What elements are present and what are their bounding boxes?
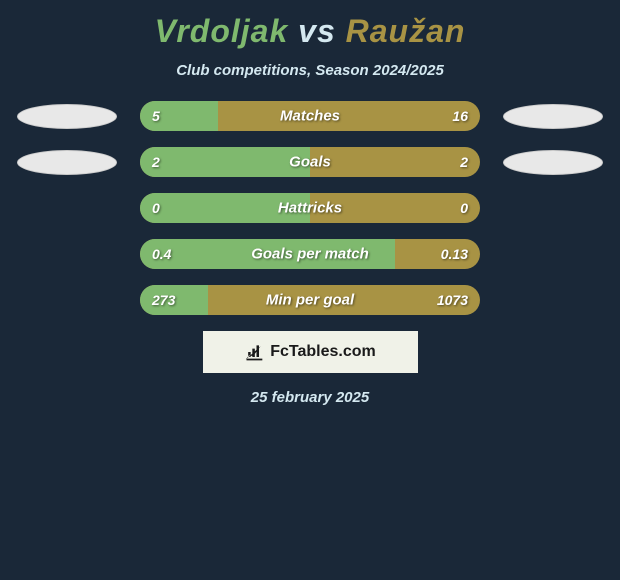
badge-wrap-left bbox=[12, 242, 122, 267]
player1-name: Vrdoljak bbox=[155, 13, 289, 49]
badge-wrap-right bbox=[498, 242, 608, 267]
subtitle: Club competitions, Season 2024/2025 bbox=[0, 62, 620, 79]
stat-label: Matches bbox=[280, 108, 340, 125]
badge-wrap-left bbox=[12, 288, 122, 313]
stat-value-right: 0.13 bbox=[441, 246, 468, 262]
team-badge-right bbox=[503, 104, 603, 129]
stat-label: Goals bbox=[289, 154, 331, 171]
chart-icon bbox=[244, 342, 264, 362]
stat-row: 273 1073 Min per goal bbox=[0, 285, 620, 315]
stat-bar: 2 2 Goals bbox=[140, 147, 480, 177]
team-badge-left bbox=[17, 104, 117, 129]
stat-label: Min per goal bbox=[266, 292, 354, 309]
badge-wrap-right bbox=[498, 196, 608, 221]
stat-value-right: 0 bbox=[460, 200, 468, 216]
stat-row: 0.4 0.13 Goals per match bbox=[0, 239, 620, 269]
stat-row: 0 0 Hattricks bbox=[0, 193, 620, 223]
badge-wrap-right bbox=[498, 150, 608, 175]
footer-logo[interactable]: FcTables.com bbox=[203, 331, 418, 373]
badge-wrap-right bbox=[498, 104, 608, 129]
stats-container: 5 16 Matches 2 2 Goals 0 0 Hattricks 0.4 0.13 Goals… bbox=[0, 101, 620, 315]
comparison-card: Vrdoljak vs Raužan Club competitions, Se… bbox=[0, 0, 620, 406]
stat-bar: 0 0 Hattricks bbox=[140, 193, 480, 223]
badge-wrap-right bbox=[498, 288, 608, 313]
stat-bar-left-fill bbox=[140, 147, 310, 177]
player2-name: Raužan bbox=[346, 13, 466, 49]
stat-value-right: 2 bbox=[460, 154, 468, 170]
stat-label: Goals per match bbox=[251, 246, 369, 263]
stat-bar: 0.4 0.13 Goals per match bbox=[140, 239, 480, 269]
badge-wrap-left bbox=[12, 104, 122, 129]
page-title: Vrdoljak vs Raužan bbox=[0, 5, 620, 62]
stat-value-right: 16 bbox=[452, 108, 468, 124]
footer-domain: FcTables.com bbox=[270, 343, 376, 361]
team-badge-left bbox=[17, 150, 117, 175]
stat-row: 5 16 Matches bbox=[0, 101, 620, 131]
stat-bar: 273 1073 Min per goal bbox=[140, 285, 480, 315]
stat-value-left: 2 bbox=[152, 154, 160, 170]
stat-value-left: 273 bbox=[152, 292, 175, 308]
stat-label: Hattricks bbox=[278, 200, 342, 217]
badge-wrap-left bbox=[12, 150, 122, 175]
stat-value-left: 0 bbox=[152, 200, 160, 216]
stat-value-left: 5 bbox=[152, 108, 160, 124]
stat-row: 2 2 Goals bbox=[0, 147, 620, 177]
stat-value-right: 1073 bbox=[437, 292, 468, 308]
badge-wrap-left bbox=[12, 196, 122, 221]
stat-bar: 5 16 Matches bbox=[140, 101, 480, 131]
footer-date: 25 february 2025 bbox=[0, 389, 620, 406]
stat-value-left: 0.4 bbox=[152, 246, 171, 262]
team-badge-right bbox=[503, 150, 603, 175]
vs-text: vs bbox=[298, 13, 336, 49]
